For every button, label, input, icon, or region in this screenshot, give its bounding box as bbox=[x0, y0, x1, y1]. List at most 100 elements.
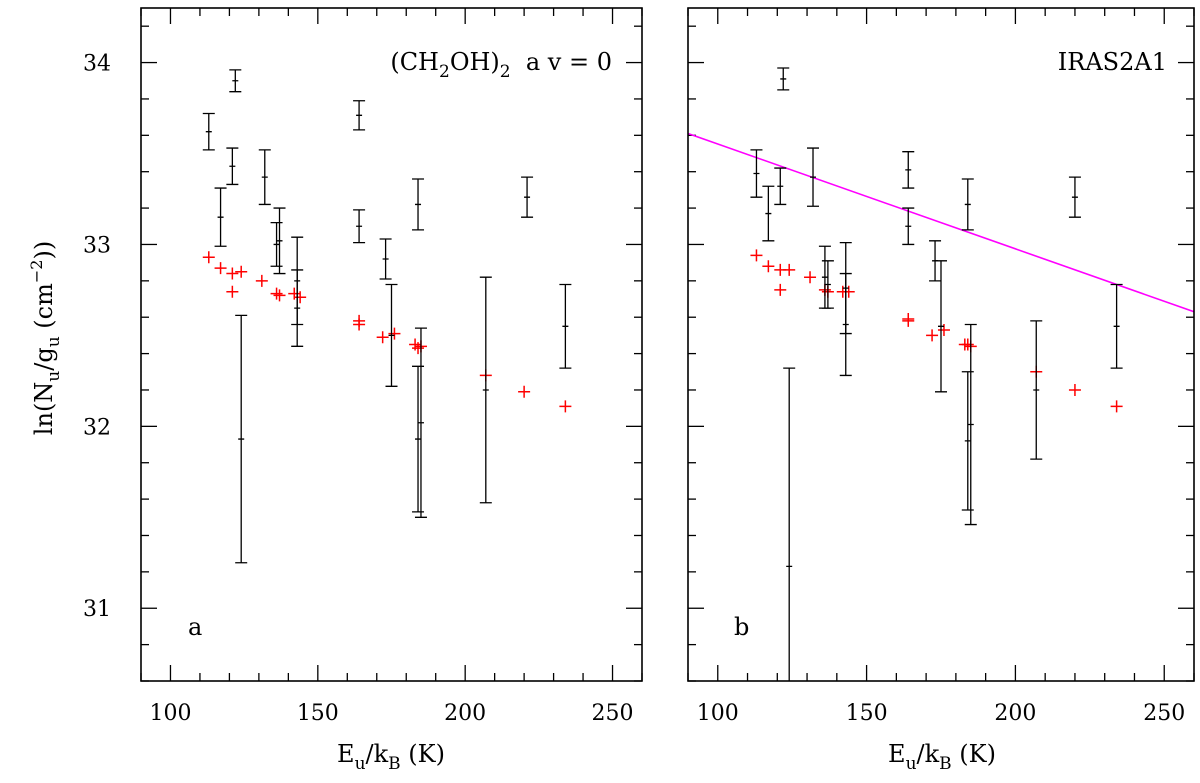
observed-point bbox=[385, 283, 398, 387]
observed-point bbox=[964, 323, 977, 526]
error-bar bbox=[385, 283, 398, 387]
model-point bbox=[412, 342, 425, 355]
error-bar bbox=[762, 185, 775, 242]
observed-point bbox=[762, 185, 775, 242]
y-tick-label: 34 bbox=[83, 52, 111, 77]
model-point bbox=[750, 249, 763, 262]
model-point bbox=[926, 329, 939, 342]
error-bar bbox=[902, 207, 915, 246]
error-bar bbox=[961, 178, 974, 231]
error-bar bbox=[202, 112, 215, 151]
error-bar bbox=[750, 149, 763, 198]
model-point bbox=[226, 285, 239, 298]
observed-point bbox=[291, 269, 304, 347]
panel-b-label: b bbox=[734, 613, 749, 641]
x-tick-label: 250 bbox=[1143, 701, 1185, 726]
observed-point bbox=[353, 100, 366, 131]
error-bar bbox=[1030, 320, 1043, 460]
observed-point bbox=[414, 327, 427, 518]
panel-a-title: (CH2OH)2 a v = 0 bbox=[390, 48, 612, 82]
panel-b-ticks bbox=[687, 8, 1195, 682]
error-bar bbox=[353, 100, 366, 131]
panel-a: 31 32 33 34 100 150 200 250 (CH2OH)2 a v = 0 a… bbox=[83, 7, 643, 774]
panel-a-data-marks bbox=[202, 69, 572, 564]
error-bar bbox=[818, 245, 831, 309]
model-point bbox=[518, 385, 531, 398]
error-bar bbox=[270, 221, 283, 267]
panel-b: 100 150 200 250 IRAS2A1 b Eu/kB (K) bbox=[687, 7, 1195, 774]
observed-point bbox=[1110, 283, 1123, 369]
y-tick-label: 33 bbox=[83, 233, 111, 258]
error-bar bbox=[273, 207, 286, 275]
model-point bbox=[353, 318, 366, 331]
x-tick-label: 150 bbox=[297, 701, 339, 726]
model-point bbox=[783, 263, 796, 276]
observed-point bbox=[821, 260, 834, 309]
model-point bbox=[388, 327, 401, 340]
error-bar bbox=[291, 269, 304, 347]
error-bar bbox=[521, 176, 534, 218]
panel-b-x-axis-title: Eu/kB (K) bbox=[888, 740, 996, 774]
error-bar bbox=[226, 147, 239, 186]
error-bar bbox=[412, 365, 425, 513]
observed-point bbox=[521, 176, 534, 218]
error-bar bbox=[839, 272, 852, 377]
x-tick-label: 100 bbox=[697, 701, 739, 726]
observed-point bbox=[807, 147, 820, 207]
observed-point bbox=[202, 112, 215, 151]
observed-point bbox=[902, 151, 915, 189]
model-point bbox=[804, 271, 817, 284]
model-point bbox=[214, 262, 227, 275]
observed-point bbox=[235, 314, 248, 564]
observed-point bbox=[818, 245, 831, 309]
y-tick-label: 32 bbox=[83, 415, 111, 440]
error-bar bbox=[807, 147, 820, 207]
error-bar bbox=[1068, 176, 1081, 218]
error-bar bbox=[935, 260, 947, 393]
model-point bbox=[1110, 400, 1123, 413]
error-bar bbox=[412, 178, 425, 231]
error-bar bbox=[379, 238, 392, 280]
error-bar bbox=[258, 149, 271, 206]
error-bar bbox=[961, 371, 974, 511]
panel-b-x-tick-labels: 100 150 200 250 bbox=[697, 701, 1185, 726]
x-tick-label: 150 bbox=[846, 701, 888, 726]
error-bar bbox=[214, 187, 227, 247]
observed-point bbox=[774, 167, 787, 206]
model-point bbox=[961, 338, 974, 351]
observed-point bbox=[270, 221, 283, 267]
observed-point bbox=[839, 272, 852, 377]
panel-b-frame bbox=[687, 7, 1195, 682]
model-point bbox=[226, 267, 239, 280]
panel-a-y-tick-labels: 31 32 33 34 bbox=[83, 52, 111, 623]
observed-point bbox=[935, 260, 947, 393]
panel-b-title: IRAS2A1 bbox=[1058, 48, 1167, 76]
error-bar bbox=[479, 276, 492, 504]
model-point bbox=[235, 265, 248, 278]
observed-point bbox=[412, 178, 425, 231]
observed-point bbox=[353, 209, 366, 244]
observed-point bbox=[777, 67, 790, 91]
error-bar bbox=[783, 367, 796, 681]
model-point bbox=[376, 331, 389, 344]
fit-line bbox=[688, 132, 1194, 313]
model-point bbox=[270, 287, 283, 300]
x-tick-label: 200 bbox=[444, 701, 486, 726]
observed-point bbox=[229, 69, 242, 93]
observed-point bbox=[961, 371, 974, 511]
observed-point bbox=[1068, 176, 1081, 218]
observed-point bbox=[559, 283, 572, 369]
observed-point bbox=[479, 276, 492, 504]
error-bar bbox=[821, 260, 834, 309]
panel-a-plot-area bbox=[202, 69, 572, 564]
model-point bbox=[294, 291, 307, 304]
error-bar bbox=[1110, 283, 1123, 369]
observed-point bbox=[961, 178, 974, 231]
y-tick-label: 31 bbox=[83, 597, 111, 622]
model-point bbox=[762, 260, 775, 273]
panel-a-x-axis-title: Eu/kB (K) bbox=[337, 740, 445, 774]
error-bar bbox=[353, 209, 366, 244]
model-point bbox=[202, 251, 215, 264]
observed-point bbox=[750, 149, 763, 198]
observed-point bbox=[783, 367, 796, 681]
